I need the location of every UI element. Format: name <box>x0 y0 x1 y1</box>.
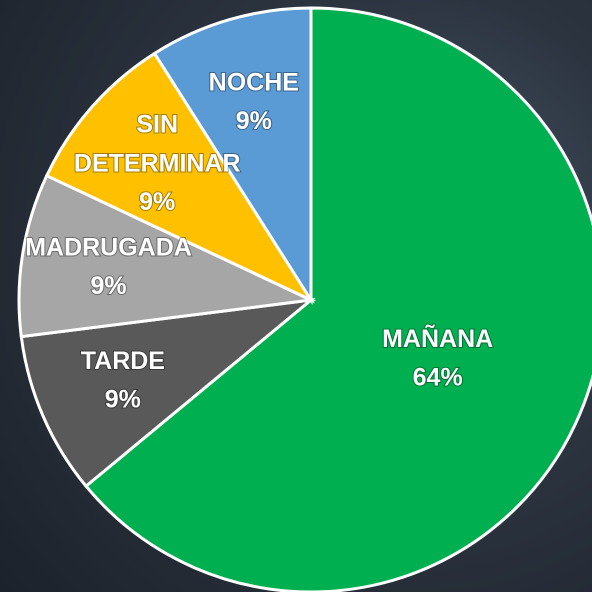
label-line: NOCHE <box>209 68 299 96</box>
slice-label: MAÑANA <box>382 323 493 353</box>
label-line: MAÑANA <box>382 323 493 353</box>
label-line: TARDE <box>81 347 165 375</box>
value-label: 64% <box>413 364 463 392</box>
pie-slice <box>152 6 313 306</box>
slice-label: TARDE <box>81 347 165 375</box>
pie-slice <box>44 51 316 304</box>
label-line: MADRUGADA <box>25 233 192 261</box>
pie-slice <box>17 173 317 339</box>
slice-label: MADRUGADA <box>25 233 192 261</box>
value-label: 9% <box>105 386 141 414</box>
slice-label: NOCHE <box>209 68 299 96</box>
value-label: 9% <box>139 188 175 216</box>
value-label: 9% <box>90 272 126 300</box>
label-line: SIN <box>136 110 178 138</box>
value-label: 9% <box>236 107 272 135</box>
pie-slice <box>19 297 316 489</box>
pie-slice <box>83 6 592 592</box>
slice-label: SIN DETERMINAR <box>74 110 241 177</box>
label-line: DETERMINAR <box>74 149 241 177</box>
